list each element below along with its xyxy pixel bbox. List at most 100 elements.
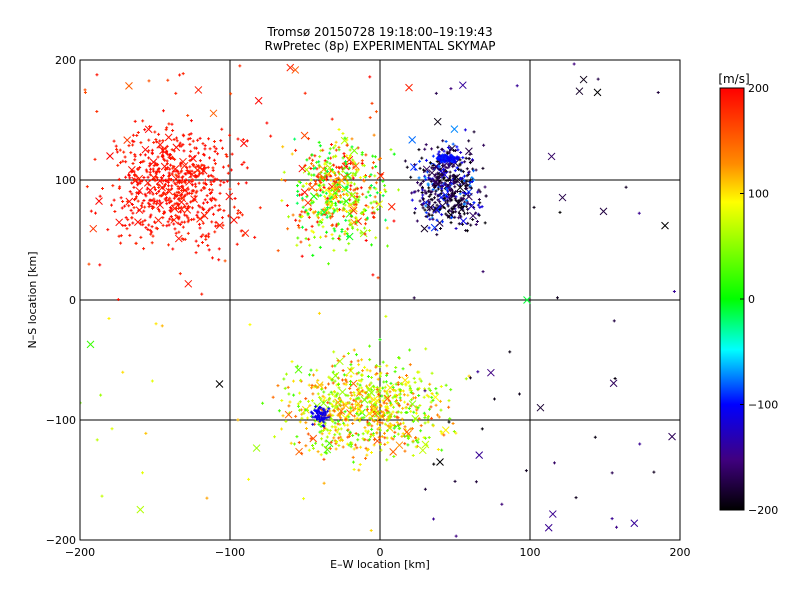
data-point xyxy=(314,441,318,445)
data-point xyxy=(478,190,482,194)
data-point xyxy=(391,396,395,400)
data-point xyxy=(197,222,201,226)
data-point xyxy=(99,393,103,397)
data-point xyxy=(309,434,318,443)
data-point xyxy=(448,148,452,152)
data-point xyxy=(446,204,450,208)
data-point xyxy=(114,144,118,148)
data-point xyxy=(448,170,452,174)
data-point xyxy=(235,242,239,246)
data-point xyxy=(332,248,336,252)
chart-subtitle: RwPretec (8p) EXPERIMENTAL SKYMAP xyxy=(265,39,496,53)
data-point xyxy=(161,109,165,113)
data-point xyxy=(345,210,349,214)
data-point xyxy=(465,192,473,201)
data-point xyxy=(196,215,200,219)
data-point xyxy=(208,156,212,160)
data-point xyxy=(116,297,120,301)
data-point xyxy=(419,429,423,433)
data-point xyxy=(180,237,184,241)
data-point xyxy=(342,373,346,377)
data-point xyxy=(204,237,208,241)
data-point xyxy=(144,431,148,435)
data-point xyxy=(440,184,444,188)
data-point xyxy=(450,154,454,158)
data-point xyxy=(179,193,183,197)
data-point xyxy=(328,197,332,201)
data-point xyxy=(356,438,360,442)
data-point xyxy=(95,438,99,442)
data-point xyxy=(428,389,432,393)
data-point xyxy=(441,153,445,157)
data-point xyxy=(356,187,360,191)
data-point xyxy=(433,201,437,205)
data-point xyxy=(180,186,184,190)
data-point xyxy=(436,145,440,149)
data-point xyxy=(359,211,363,215)
data-point xyxy=(404,406,408,410)
data-point xyxy=(417,370,421,374)
data-point xyxy=(237,216,241,220)
data-point xyxy=(119,161,123,165)
data-point xyxy=(474,168,478,172)
data-point xyxy=(449,87,453,91)
data-point xyxy=(194,86,203,94)
data-point xyxy=(316,385,320,389)
data-point xyxy=(381,410,385,414)
data-point xyxy=(336,170,340,174)
data-point xyxy=(315,410,319,414)
data-point xyxy=(313,210,317,214)
data-point xyxy=(384,190,388,194)
data-point xyxy=(460,161,464,165)
data-point xyxy=(427,186,431,190)
data-point xyxy=(487,368,495,377)
data-point xyxy=(340,165,344,169)
data-point xyxy=(430,147,434,151)
data-point xyxy=(160,194,164,198)
data-point xyxy=(117,186,121,190)
data-point xyxy=(355,396,359,400)
data-point xyxy=(372,186,376,190)
data-point xyxy=(157,207,161,211)
data-point xyxy=(228,133,232,137)
data-point xyxy=(345,373,349,377)
data-point xyxy=(374,181,378,185)
data-point xyxy=(329,178,333,182)
data-point xyxy=(413,207,417,211)
data-point xyxy=(455,180,459,184)
data-point xyxy=(351,455,355,459)
data-point xyxy=(332,350,336,354)
data-point xyxy=(428,168,436,177)
data-point xyxy=(204,182,208,186)
data-point xyxy=(451,165,455,169)
data-point xyxy=(145,187,149,191)
data-point xyxy=(332,179,336,183)
data-point xyxy=(422,197,426,201)
data-point xyxy=(593,88,602,97)
data-point xyxy=(476,203,480,207)
data-point xyxy=(413,190,417,194)
data-point xyxy=(443,196,447,200)
data-point xyxy=(361,369,365,373)
data-point xyxy=(324,439,328,443)
data-point xyxy=(389,381,393,385)
data-point xyxy=(151,192,155,196)
data-point xyxy=(411,439,415,443)
data-point xyxy=(325,435,329,439)
data-point xyxy=(310,224,314,228)
data-point xyxy=(366,205,370,209)
data-point xyxy=(306,212,310,216)
data-point xyxy=(368,174,372,178)
data-point xyxy=(106,152,114,160)
data-point xyxy=(385,458,389,462)
data-point xyxy=(397,188,401,192)
data-point xyxy=(319,210,323,214)
data-point xyxy=(517,392,521,396)
data-point xyxy=(446,162,450,166)
data-point xyxy=(334,440,338,444)
data-point xyxy=(133,153,137,157)
data-point xyxy=(339,435,343,439)
data-point xyxy=(437,150,441,154)
data-point xyxy=(204,211,208,215)
data-point xyxy=(356,382,360,386)
